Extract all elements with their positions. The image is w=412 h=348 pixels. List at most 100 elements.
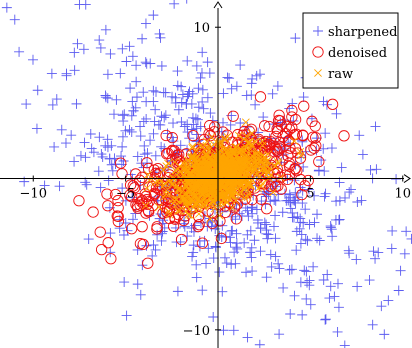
series-raw-point-809	[187, 183, 195, 192]
series-denoised-point-335	[227, 110, 239, 122]
series-sharpened-point-72	[105, 228, 116, 239]
series-denoised-point-167	[230, 213, 242, 225]
series-sharpened-point-384	[155, 209, 166, 220]
series-sharpened-point-552	[100, 90, 111, 101]
series-sharpened-point-541	[120, 195, 131, 206]
series-raw-point-813	[168, 173, 177, 181]
series-denoised-point-495	[338, 130, 350, 142]
series-denoised-point-139	[101, 188, 113, 200]
series-sharpened-point-548	[319, 191, 330, 202]
series-denoised-point-338	[163, 205, 175, 217]
series-sharpened-point-659	[241, 267, 252, 278]
series-sharpened-point-603	[227, 211, 238, 222]
series-denoised-point-318	[274, 115, 286, 127]
series-sharpened-point-445	[288, 195, 299, 206]
series-sharpened-point-163	[197, 285, 208, 296]
series-raw-point-710	[151, 178, 160, 187]
series-sharpened-point-522	[332, 278, 343, 289]
series-denoised-point-266	[160, 129, 172, 142]
series-denoised-point-421	[143, 181, 155, 193]
series-denoised-point-440	[219, 206, 231, 219]
series-sharpened-point-236	[352, 197, 363, 208]
series-sharpened-point-629	[247, 73, 258, 84]
series-sharpened-point-526	[61, 68, 72, 79]
series-sharpened-point-618	[176, 81, 187, 92]
series-sharpened-point-80	[78, 44, 89, 55]
series-sharpened-point-507	[119, 277, 130, 288]
series-raw-point-810	[273, 157, 282, 166]
series-sharpened-point-354	[196, 67, 207, 78]
series-sharpened-point-525	[51, 94, 62, 105]
series-sharpened-point-84	[339, 340, 350, 348]
series-sharpened-point-197	[150, 150, 161, 161]
series-raw-point-890	[176, 176, 185, 185]
series-sharpened-point-302	[187, 251, 198, 262]
series-sharpened-point-162	[324, 293, 335, 304]
series-sharpened-point-243	[304, 280, 315, 291]
series-raw-point-878	[200, 186, 209, 194]
series-sharpened-point-289	[152, 229, 163, 240]
series-sharpened-point-169	[195, 121, 206, 132]
series-sharpened-point-177	[245, 247, 256, 258]
series-sharpened-point-291	[243, 211, 254, 222]
series-sharpened-point-572	[93, 166, 104, 177]
series-raw-point-871	[226, 151, 235, 160]
series-sharpened-point-254	[214, 267, 225, 278]
series-sharpened-point-307	[299, 265, 310, 276]
series-sharpened-point-500	[279, 188, 290, 199]
series-sharpened-point-520	[259, 217, 270, 228]
series-raw-point-24	[203, 144, 212, 153]
series-sharpened-point-369	[170, 92, 181, 103]
legend-marker-denoised	[312, 46, 324, 58]
series-raw-point-248	[196, 141, 205, 150]
series-denoised-point-520	[167, 220, 180, 232]
series-sharpened-point-336	[278, 282, 289, 293]
series-raw-point-872	[240, 166, 248, 175]
series-sharpened-point-492	[172, 286, 183, 297]
series-denoised-point-54	[261, 203, 273, 215]
series-sharpened-point-95	[309, 217, 320, 228]
series-denoised-point-288	[135, 196, 148, 208]
series-sharpened-point-184	[321, 99, 332, 110]
series-sharpened-point-615	[135, 289, 146, 300]
series-sharpened-point-44	[193, 83, 204, 94]
legend: sharpened denoised raw	[302, 12, 399, 89]
series-sharpened-point-509	[333, 302, 344, 313]
series-sharpened-point-36	[261, 272, 272, 283]
series-sharpened-point-581	[150, 244, 161, 255]
series-denoised-point-537	[263, 120, 275, 133]
series-sharpened-point-347	[270, 251, 281, 262]
series-sharpened-point-97	[69, 65, 80, 76]
series-sharpened-point-573	[182, 55, 193, 66]
series-sharpened-point-7	[329, 291, 340, 302]
series-sharpened-point-416	[270, 233, 281, 244]
series-raw-point-835	[232, 173, 241, 181]
series-sharpened-point-584	[305, 299, 316, 310]
series-sharpened-point-456	[270, 210, 281, 221]
series-sharpened-point-533	[203, 217, 214, 228]
series-sharpened-point-150	[103, 175, 114, 186]
series-sharpened-point-394	[308, 261, 319, 272]
series-sharpened-point-74	[192, 114, 203, 125]
series-sharpened-point-529	[327, 231, 338, 242]
series-sharpened-point-590	[139, 140, 150, 151]
series-denoised-point-363	[277, 154, 289, 166]
series-sharpened-point-297	[401, 226, 412, 237]
series-sharpened-point-363	[142, 148, 153, 159]
series-raw-point-898	[244, 139, 253, 148]
series-raw-point-179	[164, 207, 173, 216]
series-denoised-point-284	[215, 232, 228, 245]
series-sharpened-point-131	[66, 130, 77, 141]
series-sharpened-point-37	[127, 51, 138, 62]
series-sharpened-point-418	[391, 174, 402, 185]
series-sharpened-point-114	[322, 269, 333, 280]
series-sharpened-point-306	[81, 179, 92, 190]
series-raw-point-258	[269, 188, 278, 197]
series-sharpened-point-315	[301, 266, 312, 277]
series-sharpened-point-154	[126, 126, 137, 137]
series-sharpened-point-561	[148, 240, 159, 251]
series-sharpened-point-320	[105, 247, 116, 258]
series-raw-point-876	[193, 160, 202, 169]
series-denoised-point-237	[94, 226, 106, 238]
legend-item-sharpened: sharpened	[313, 25, 397, 40]
